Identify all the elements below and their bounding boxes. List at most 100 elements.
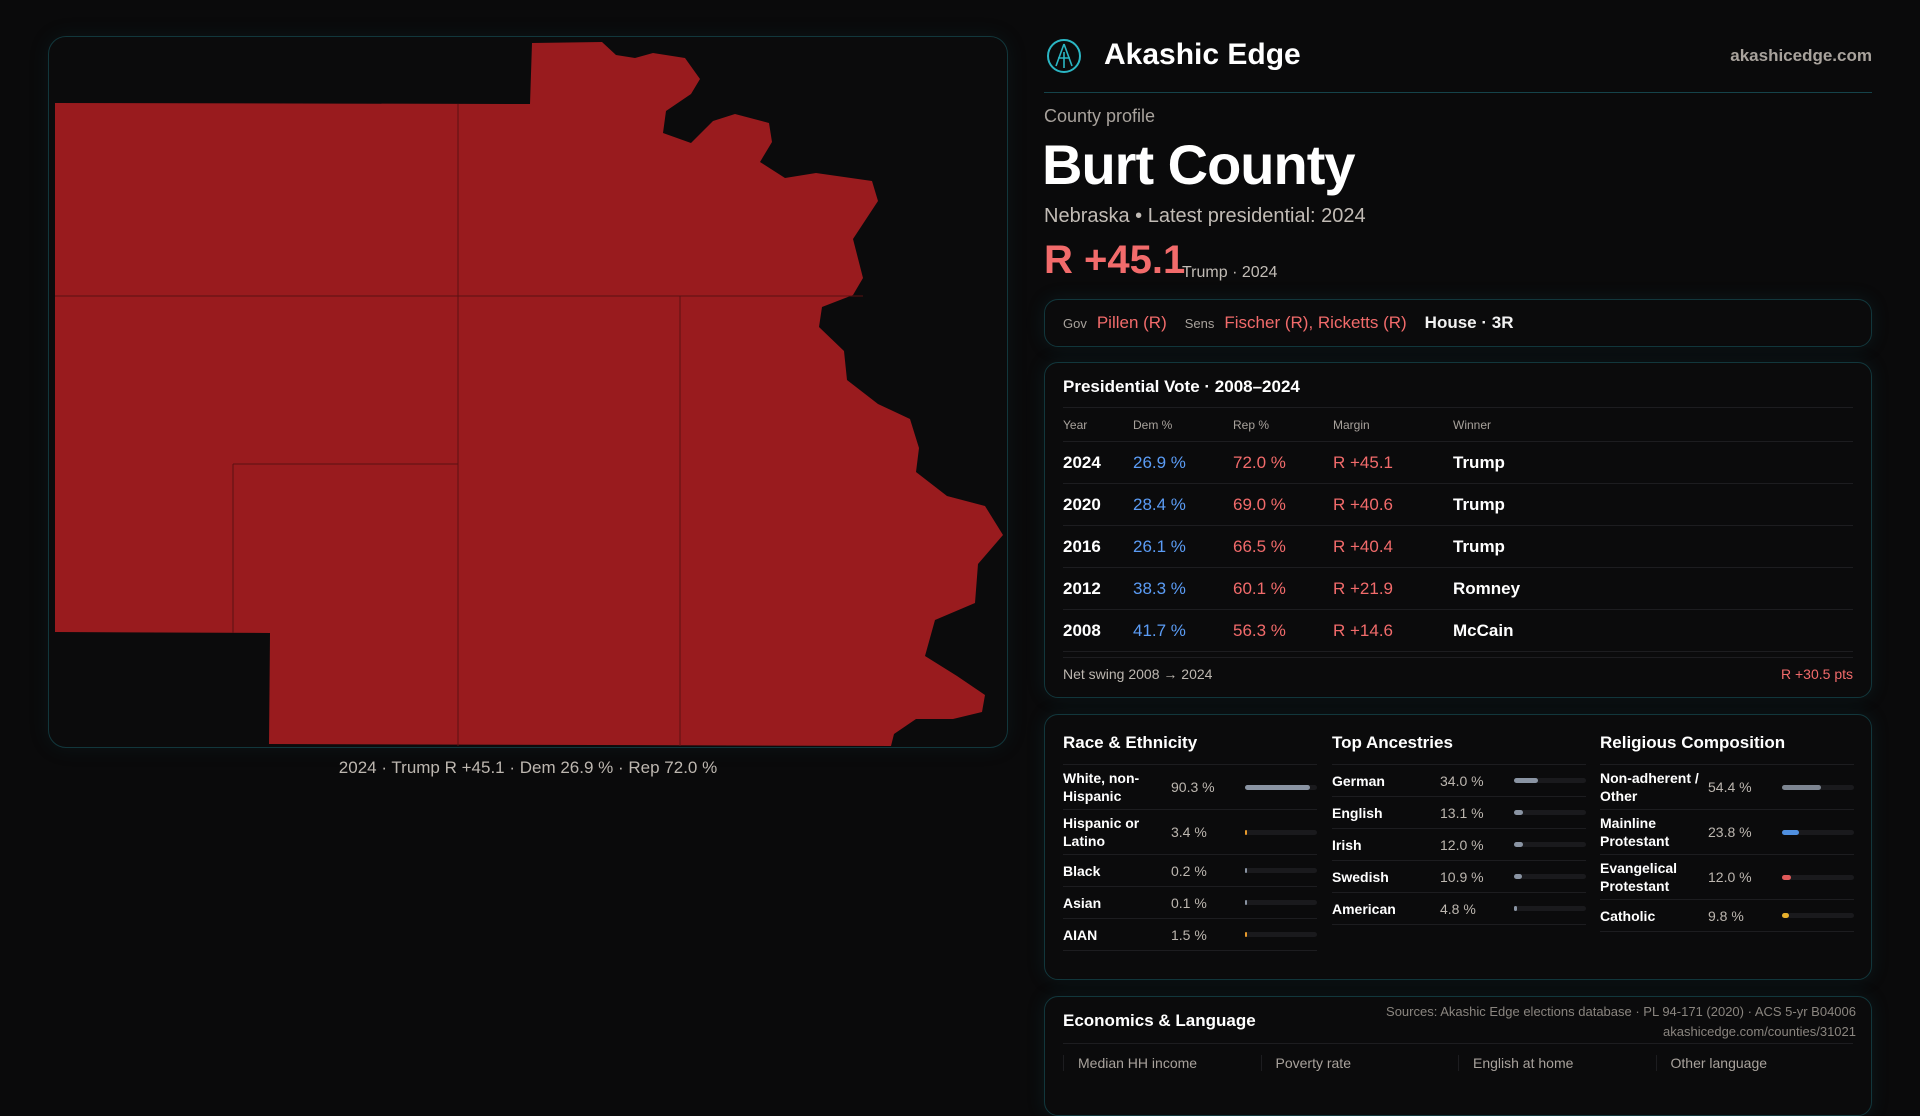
table-cell: Trump [1453,525,1853,568]
column-header: Winner [1453,407,1853,442]
share-bar-fill [1514,874,1522,879]
demographic-row: Evangelical Protestant 12.0 % [1600,855,1854,900]
item-value: 9.8 % [1708,907,1744,924]
sources-line: Sources: Akashic Edge elections database… [1386,1004,1856,1019]
table-cell: 69.0 % [1233,483,1333,526]
table-cell: R +21.9 [1333,567,1453,610]
econ-cell-label: Poverty rate [1260,1055,1459,1071]
county-shape [55,42,1003,746]
sens-label: Sens [1184,315,1215,331]
brand-name: Akashic Edge [1104,38,1301,71]
column-header: Year [1063,407,1133,442]
table-cell: Trump [1453,441,1853,484]
share-bar-fill [1782,829,1800,835]
item-name: AIAN [1063,926,1098,943]
table-cell: R +40.6 [1333,483,1453,526]
demographic-row: German 34.0 % [1332,765,1586,797]
demographic-row: Mainline Protestant 23.8 % [1600,810,1854,855]
item-name: White, non-Hispanic [1063,770,1140,804]
share-bar [1782,784,1854,790]
share-bar [1514,778,1586,783]
item-value: 4.8 % [1440,900,1476,917]
vote-title: Presidential Vote · 2008–2024 [1063,377,1300,396]
table-header-row: Year Dem % Rep % Margin Winner [1063,407,1853,442]
county-map[interactable] [48,36,1008,748]
econ-title: Economics & Language [1063,1011,1256,1030]
share-bar-fill [1782,913,1790,918]
column-header: Dem % [1133,407,1233,442]
item-value: 12.0 % [1708,869,1752,885]
share-bar [1245,932,1317,937]
page-title: Burt County [1042,133,1356,196]
share-bar [1245,868,1317,873]
item-name: Catholic [1600,907,1656,924]
share-bar-fill [1245,868,1247,873]
table-cell: 2016 [1063,525,1133,568]
item-value: 90.3 % [1171,779,1215,795]
table-cell: R +14.6 [1333,609,1453,652]
share-bar [1245,784,1317,790]
group-title: Race & Ethnicity [1063,729,1317,765]
item-name: American [1332,900,1396,917]
swing-value: R +30.5 pts [1781,666,1853,682]
presidential-vote-card: Presidential Vote · 2008–2024 Year Dem % R… [1044,362,1872,698]
table-cell: 28.4 % [1133,483,1233,526]
county-polygon[interactable] [55,42,1003,746]
group-title: Religious Composition [1600,729,1854,765]
demographic-row: English 13.1 % [1332,797,1586,829]
group-title: Top Ancestries [1332,729,1586,765]
table-row: 2020 28.4 % 69.0 % R +40.6 Trump [1063,483,1853,526]
share-bar [1782,913,1854,918]
share-bar [1514,874,1586,879]
item-name: Mainline Protestant [1600,815,1670,849]
table-cell: Trump [1453,483,1853,526]
demographic-group: Religious Composition Non-adherent / Othe… [1600,729,1854,932]
senators: Fischer (R), Ricketts (R) [1224,313,1407,332]
share-bar [1245,900,1317,905]
item-value: 54.4 % [1708,779,1752,795]
share-bar [1245,829,1317,835]
share-bar [1514,906,1586,911]
officials-bar: Gov Pillen (R) Sens Fischer (R), Rickett… [1044,299,1872,347]
table-cell: Romney [1453,567,1853,610]
table-cell: McCain [1453,609,1853,652]
sources: Sources: Akashic Edge elections database… [1300,1002,1856,1042]
item-value: 34.0 % [1440,772,1484,789]
table-cell: R +45.1 [1333,441,1453,484]
demographic-row: American 4.8 % [1332,893,1586,925]
headline-margin: R +45.1 [1044,238,1186,282]
eyebrow: County profile [1044,106,1156,126]
county-url[interactable]: akashicedge.com/counties/31021 [1663,1024,1856,1039]
map-caption: 2024 · Trump R +45.1 · Dem 26.9 % · Rep … [338,758,718,777]
table-row: 2008 41.7 % 56.3 % R +14.6 McCain [1063,609,1853,652]
column-header: Margin [1333,407,1453,442]
share-bar-fill [1782,784,1822,790]
item-value: 23.8 % [1708,824,1752,840]
share-bar [1514,842,1586,847]
item-value: 13.1 % [1440,804,1484,821]
item-value: 10.9 % [1440,868,1484,885]
item-name: Swedish [1332,868,1389,885]
governor: Pillen (R) [1096,313,1167,332]
econ-cell-label: English at home [1458,1055,1656,1071]
item-value: 12.0 % [1440,836,1484,853]
site-link[interactable]: akashicedge.com [1730,46,1872,65]
econ-cell-label: Other language [1655,1055,1854,1071]
divider [1044,92,1872,93]
econ-cell-label: Median HH income [1063,1055,1261,1071]
akashic-logo-icon [1047,39,1081,73]
item-value: 1.5 % [1171,926,1207,943]
demographic-row: White, non-Hispanic 90.3 % [1063,765,1317,810]
demographic-row: AIAN 1.5 % [1063,919,1317,951]
demographic-row: Asian 0.1 % [1063,887,1317,919]
demographic-row: Irish 12.0 % [1332,829,1586,861]
demographics-card: Race & Ethnicity White, non-Hispanic 90.3 … [1044,714,1872,980]
table-cell: 2012 [1063,567,1133,610]
table-cell: 56.3 % [1233,609,1333,652]
item-name: English [1332,804,1383,821]
item-value: 0.2 % [1171,862,1207,879]
table-cell: 41.7 % [1133,609,1233,652]
table-cell: 66.5 % [1233,525,1333,568]
table-cell: 2024 [1063,441,1133,484]
table-cell: 38.3 % [1133,567,1233,610]
